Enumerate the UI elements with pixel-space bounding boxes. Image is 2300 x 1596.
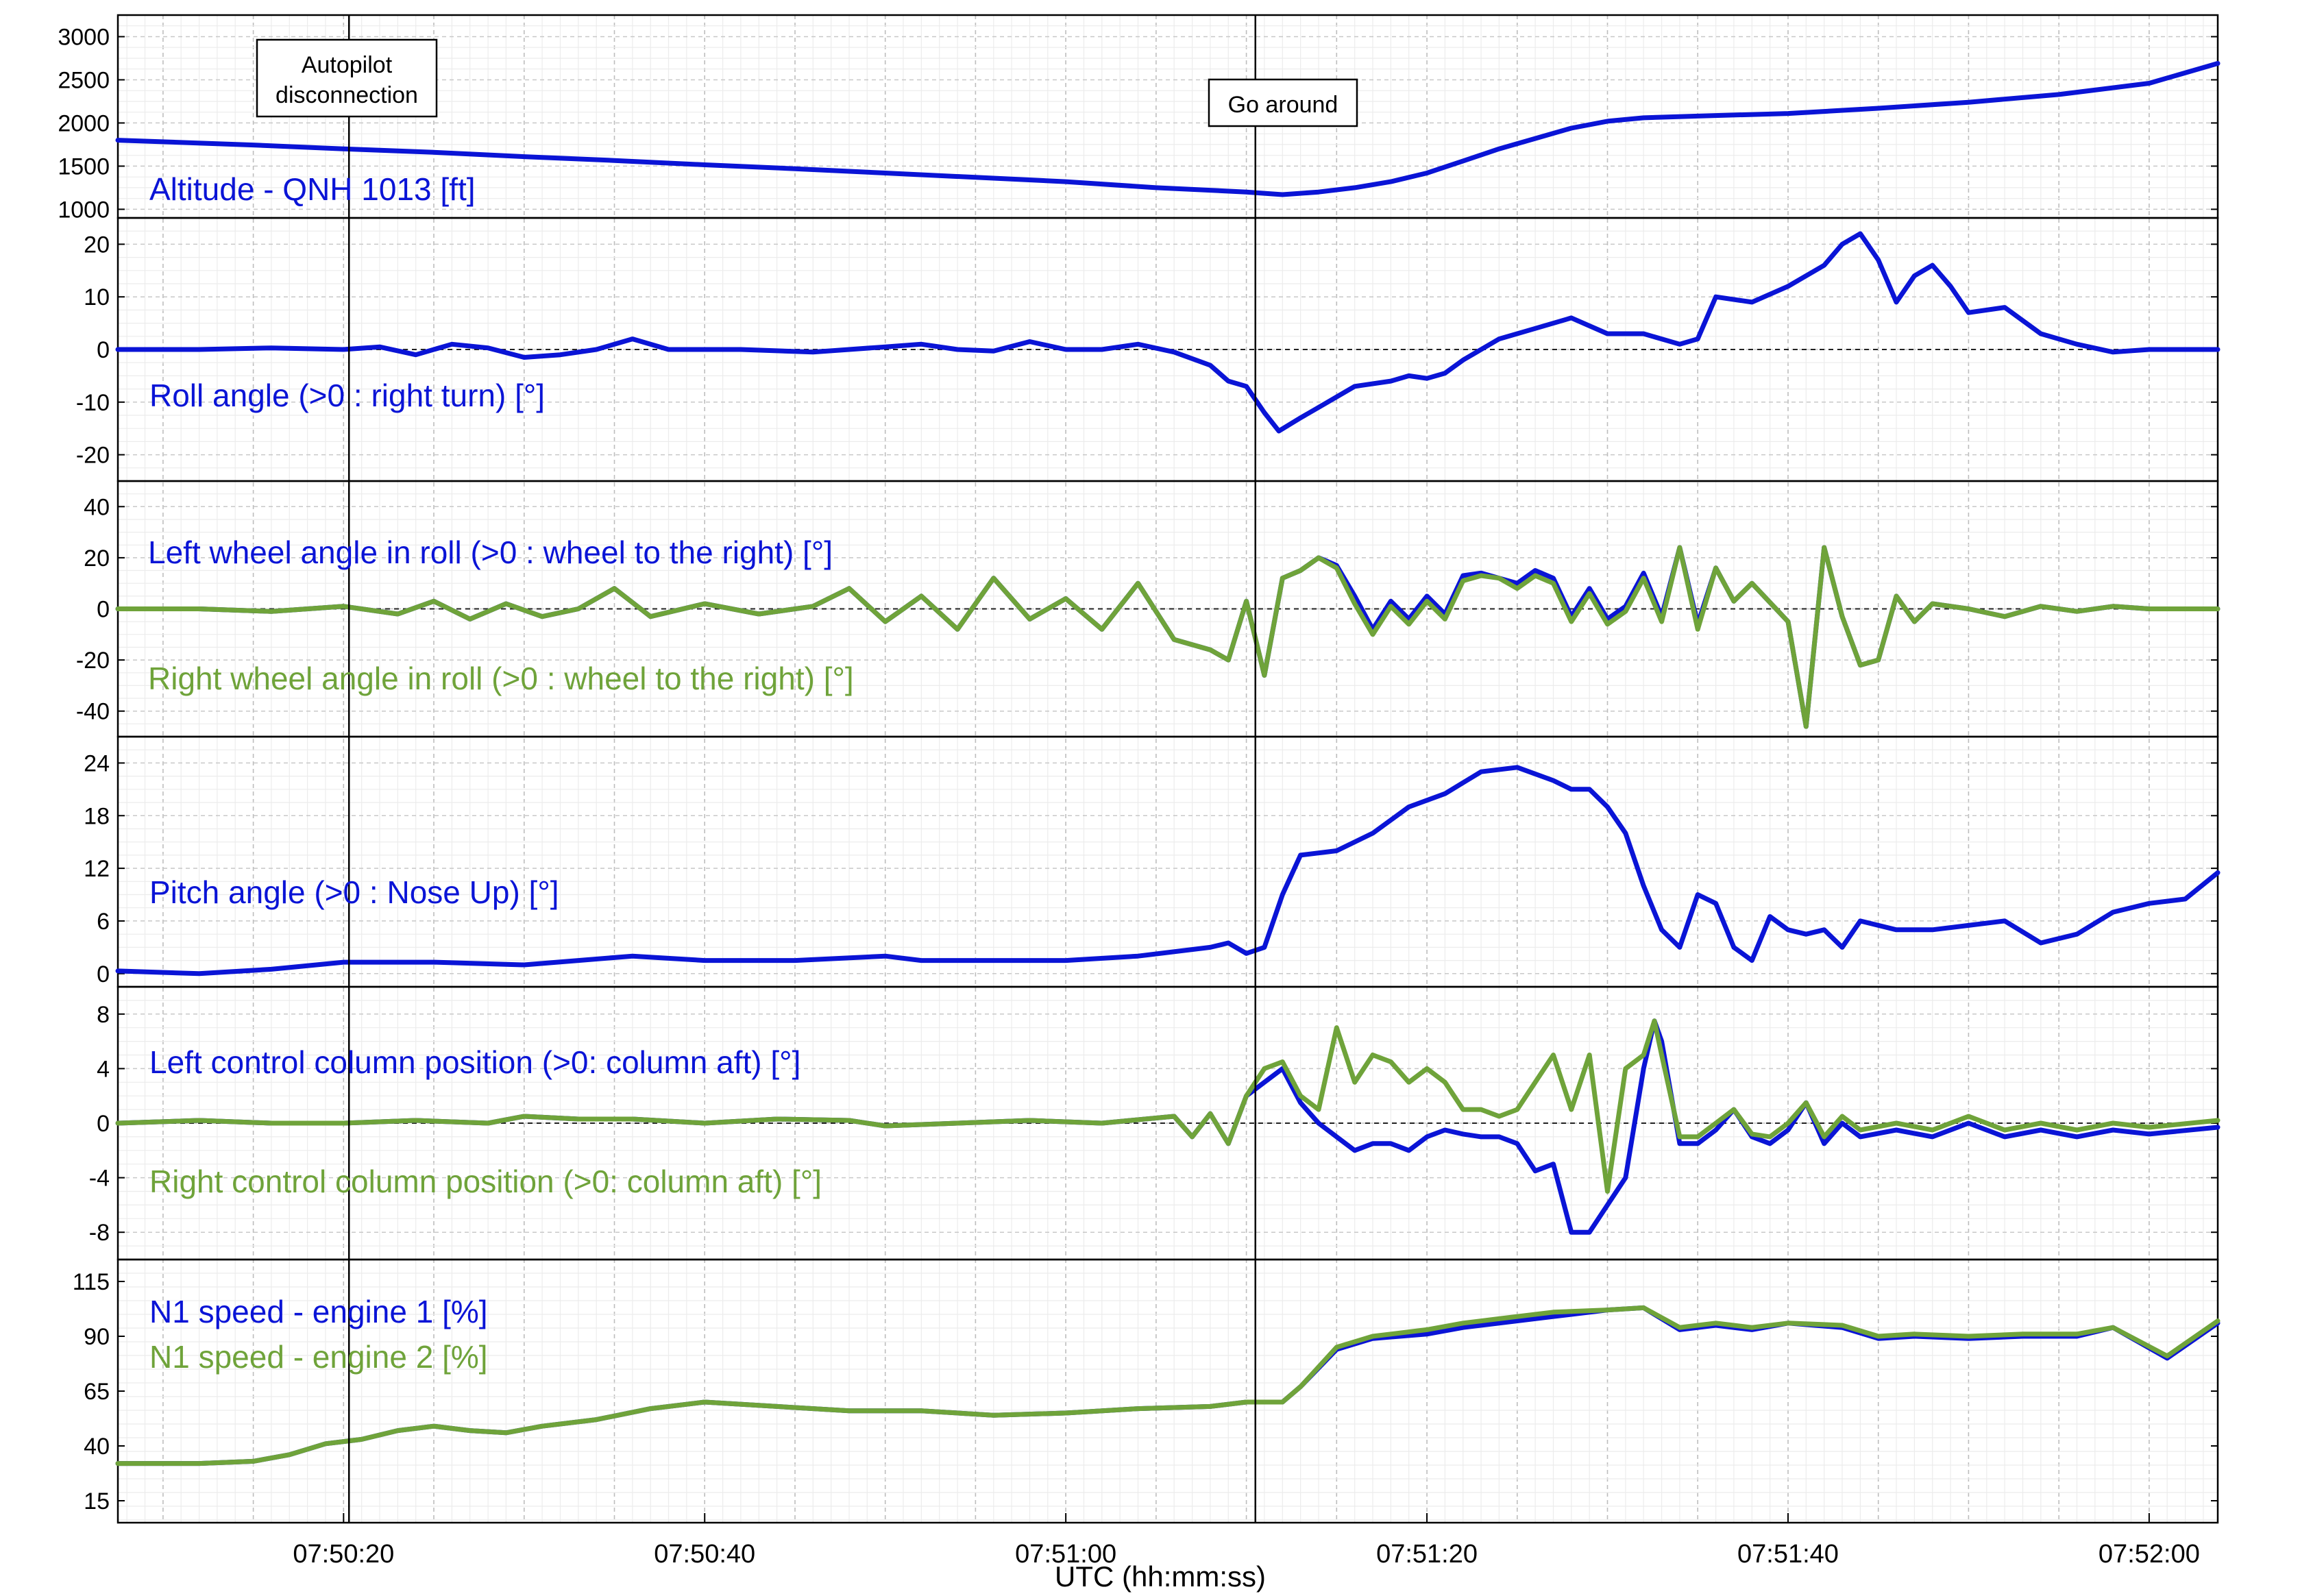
- n1-ytick-label: 65: [84, 1379, 110, 1405]
- column-ytick-label: 4: [97, 1056, 110, 1082]
- wheel-ytick-label: -20: [76, 648, 110, 674]
- roll-ytick-label: 10: [84, 284, 110, 310]
- column-series-2-line: [115, 1018, 2221, 1194]
- x-tick-label: 07:50:40: [654, 1540, 755, 1569]
- n1-series-1-label: N1 speed - engine 1 [%]: [149, 1294, 488, 1329]
- pitch-y-minor-grid: [118, 749, 2218, 961]
- pitch-series-1-label: Pitch angle (>0 : Nose Up) [°]: [149, 874, 559, 910]
- altitude-ytick-label: 2500: [58, 67, 110, 93]
- altitude-y-major-grid: [118, 36, 2218, 210]
- event-label-2: Go around: [1228, 92, 1338, 118]
- event-box-2: [1208, 78, 1358, 127]
- n1-ytick-label: 15: [84, 1488, 110, 1514]
- roll-ytick-label: -20: [76, 443, 110, 469]
- n1-ytick-label: 40: [84, 1434, 110, 1460]
- axes-layer: 10001500200025003000-20-1001020-40-20020…: [58, 14, 2219, 1569]
- n1-series-2-label: N1 speed - engine 2 [%]: [149, 1339, 488, 1375]
- label-layer: Altitude - QNH 1013 [ft] Roll angle (>0 :…: [148, 171, 854, 1375]
- x-tick-label: 07:50:20: [293, 1540, 394, 1569]
- column-ytick-label: -8: [89, 1220, 110, 1246]
- x-tick-label: 07:51:40: [1737, 1540, 1839, 1569]
- altitude-ytick-label: 1000: [58, 197, 110, 223]
- n1-series-2-line: [115, 1305, 2221, 1466]
- wheel-ytick-label: -40: [76, 699, 110, 725]
- event-label-1: disconnection: [276, 82, 418, 108]
- n1-panel-frame: [117, 1258, 2219, 1524]
- pitch-ytick-label: 6: [97, 909, 110, 935]
- wheel-series-2-line: [115, 545, 2221, 729]
- x-tick-label: 07:51:00: [1015, 1540, 1116, 1569]
- altitude-ytick-label: 3000: [58, 24, 110, 50]
- n1-ytick-label: 115: [73, 1269, 110, 1295]
- pitch-series-1-line: [115, 765, 2221, 977]
- wheel-y-minor-grid: [118, 493, 2218, 724]
- column-series-2-label: Right control column position (>0: colum…: [149, 1164, 822, 1199]
- roll-series-1-line: [115, 231, 2221, 434]
- altitude-series-1-line: [115, 61, 2221, 197]
- column-y-minor-grid: [118, 1000, 2218, 1247]
- wheel-ytick-label: 20: [84, 545, 110, 572]
- altitude-ytick-label: 1500: [58, 154, 110, 180]
- roll-series-1-label: Roll angle (>0 : right turn) [°]: [149, 378, 545, 413]
- column-ytick-label: 0: [97, 1111, 110, 1137]
- roll-ytick-label: 20: [84, 232, 110, 258]
- x-tick-label: 07:51:20: [1376, 1540, 1478, 1569]
- wheel-y-major-grid: [118, 506, 2218, 712]
- wheel-ytick-label: 0: [97, 597, 110, 623]
- pitch-ytick-label: 18: [84, 803, 110, 829]
- pitch-ytick-label: 24: [84, 750, 110, 776]
- wheel-series-1-label: Left wheel angle in roll (>0 : wheel to …: [148, 535, 833, 570]
- wheel-series-1-line: [115, 545, 2221, 729]
- x-tick-label: 07:52:00: [2099, 1540, 2200, 1569]
- roll-y-minor-grid: [118, 230, 2218, 469]
- pitch-panel-frame: [117, 735, 2219, 988]
- x-minor-grid: [126, 15, 2204, 1523]
- series-layer: [115, 61, 2221, 1466]
- column-series-1-label: Left control column position (>0: column…: [149, 1044, 800, 1080]
- wheel-ytick-label: 40: [84, 494, 110, 520]
- event-layer: Autopilot disconnection Go around: [256, 15, 1358, 1523]
- altitude-ytick-label: 2000: [58, 110, 110, 136]
- x-axis-label: UTC (hh:mm:ss): [1055, 1560, 1266, 1593]
- pitch-ytick-label: 12: [84, 856, 110, 882]
- wheel-series-2-label: Right wheel angle in roll (>0 : wheel to…: [148, 661, 854, 696]
- column-ytick-label: -4: [89, 1166, 110, 1192]
- altitude-series-1-label: Altitude - QNH 1013 [ft]: [149, 171, 476, 207]
- pitch-ytick-label: 0: [97, 961, 110, 987]
- pitch-y-major-grid: [118, 762, 2218, 974]
- n1-ytick-label: 90: [84, 1324, 110, 1350]
- n1-y-minor-grid: [118, 1273, 2218, 1521]
- column-ytick-label: 8: [97, 1002, 110, 1028]
- column-y-major-grid: [118, 1014, 2218, 1233]
- event-box-1: [256, 38, 438, 118]
- roll-ytick-label: 0: [97, 337, 110, 363]
- n1-series-1-line: [115, 1305, 2221, 1466]
- roll-ytick-label: -10: [76, 390, 110, 416]
- event-label-1: Autopilot: [302, 52, 393, 78]
